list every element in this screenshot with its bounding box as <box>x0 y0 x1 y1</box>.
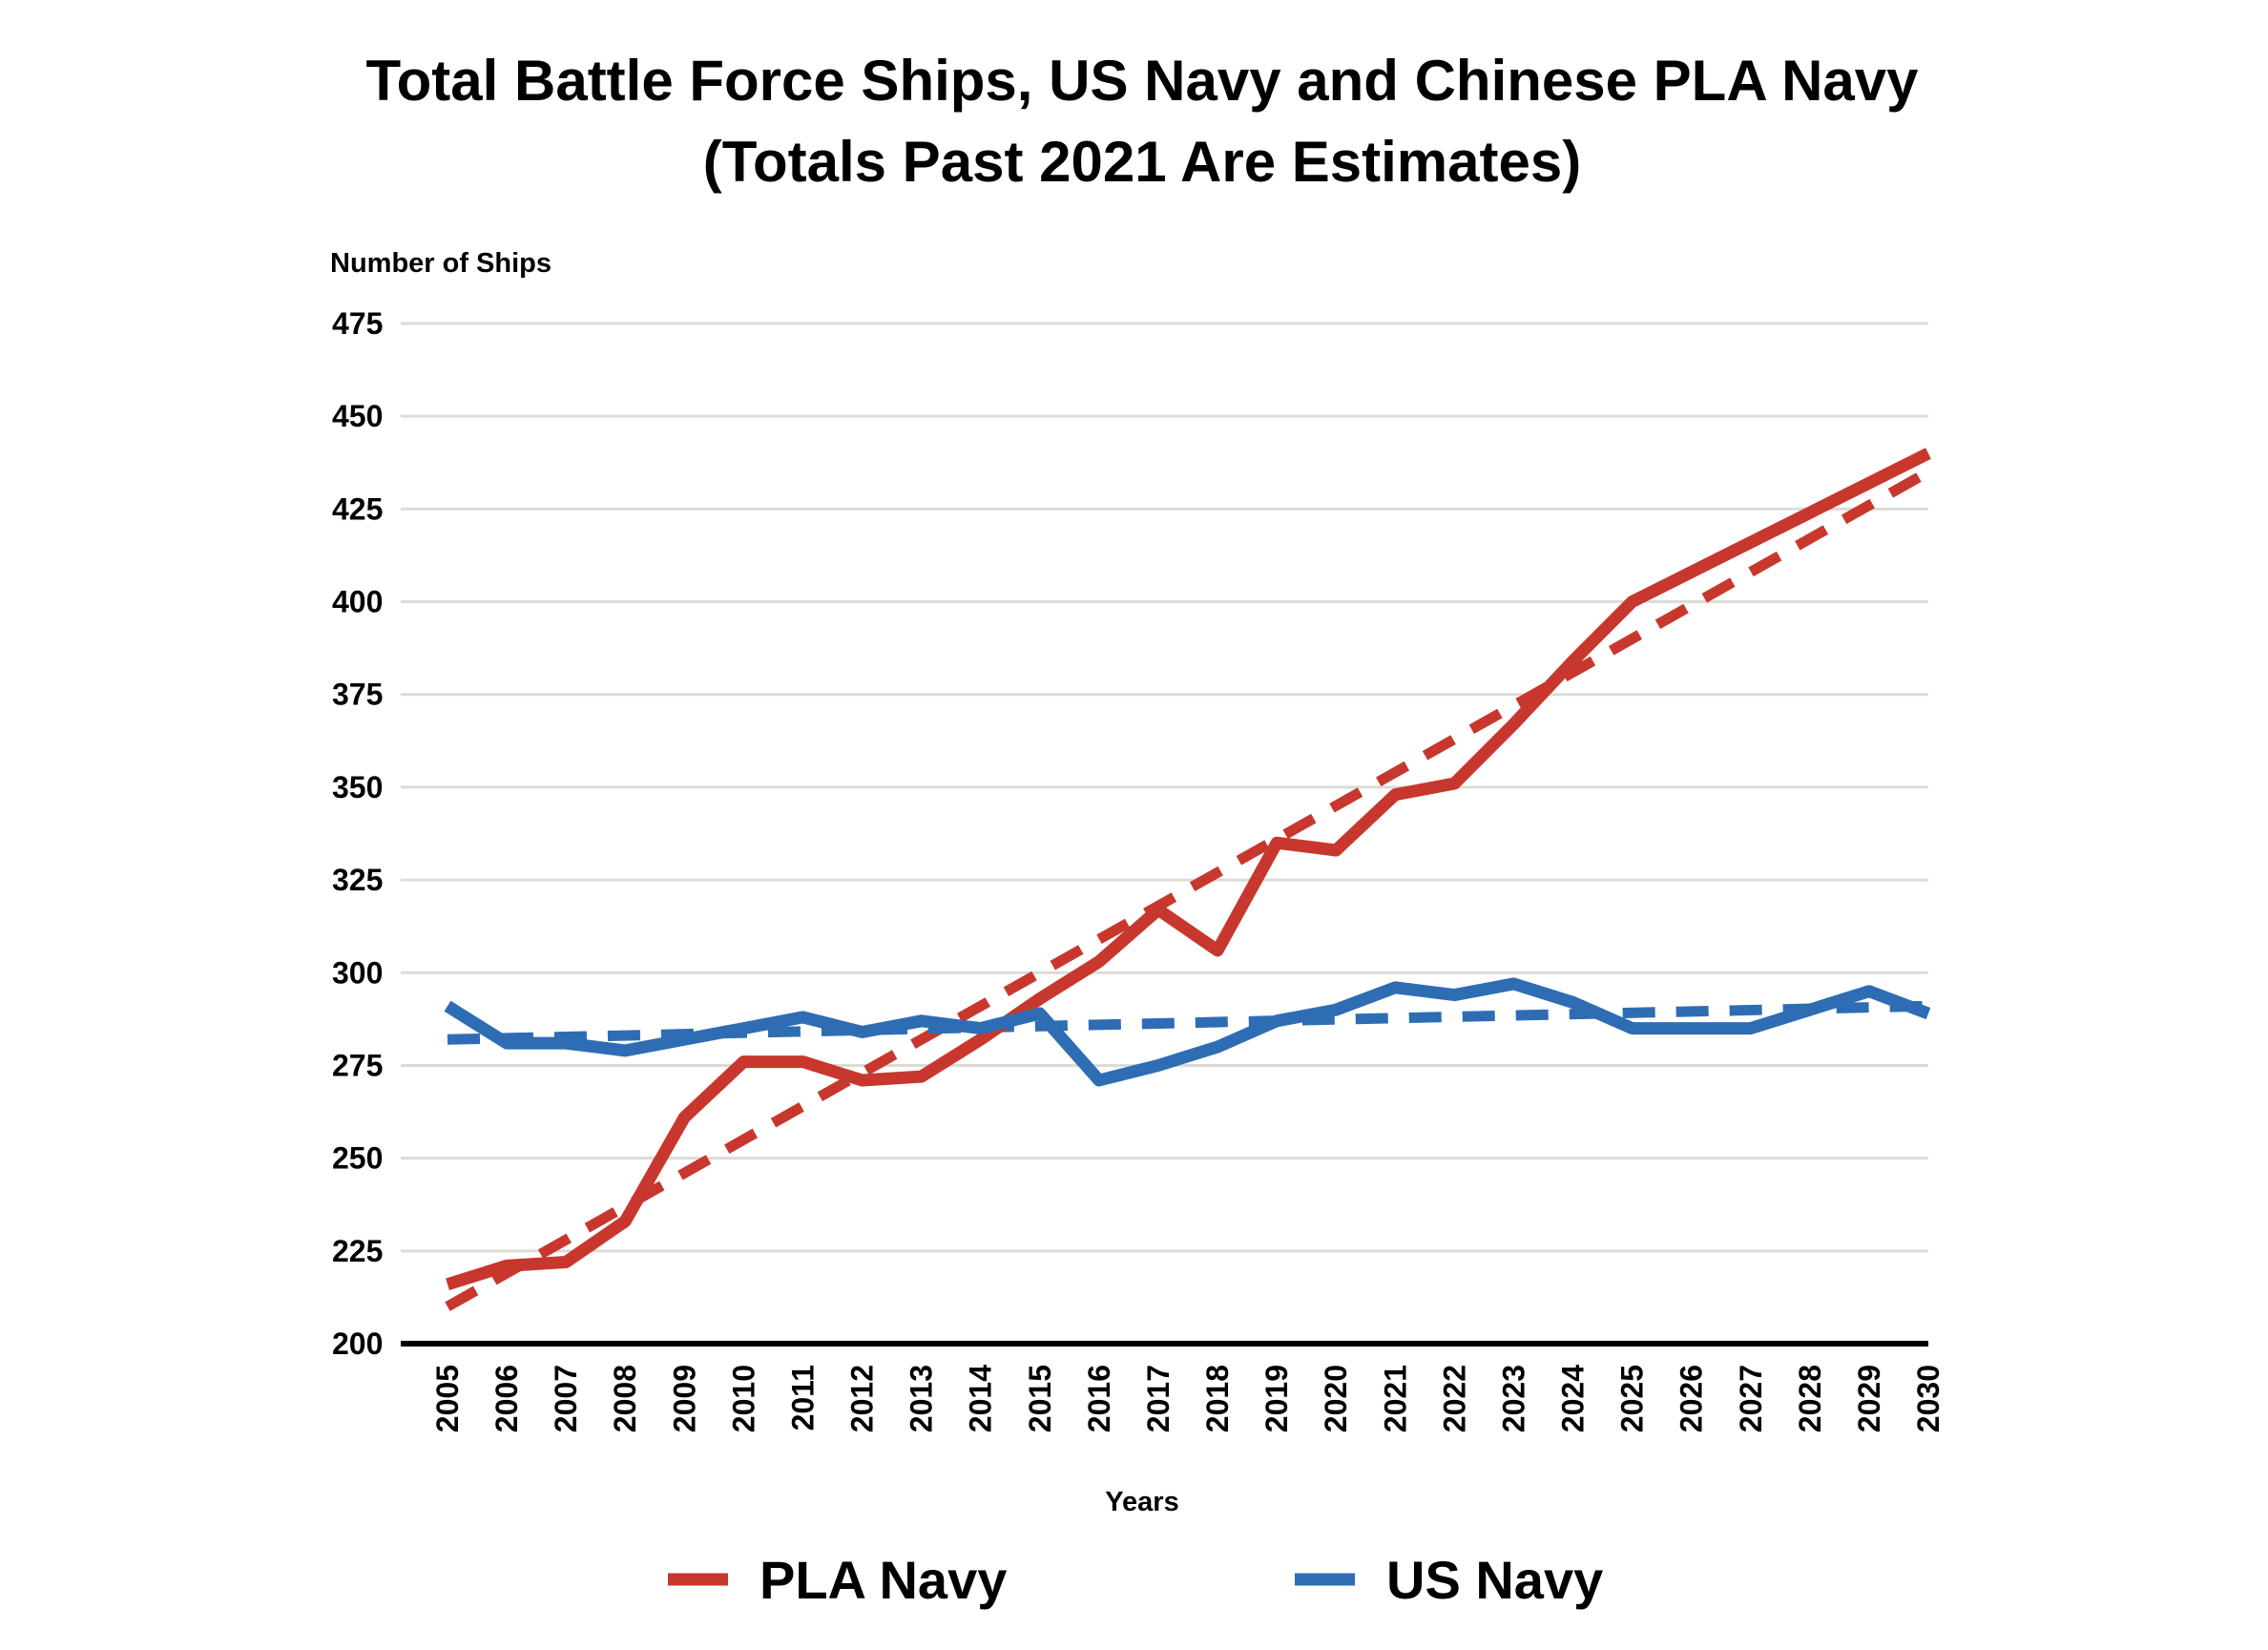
y-tick-label: 200 <box>332 1326 383 1361</box>
x-tick-label: 2012 <box>845 1365 880 1432</box>
x-axis-title: Years <box>1105 1487 1178 1517</box>
x-tick-label: 2023 <box>1496 1365 1530 1432</box>
x-tick-label: 2029 <box>1852 1365 1886 1432</box>
y-tick-label: 450 <box>332 399 383 433</box>
y-tick-label: 300 <box>332 955 383 990</box>
y-tick-label: 350 <box>332 770 383 804</box>
chart-title: Total Battle Force Ships, US Navy and Ch… <box>365 49 1919 113</box>
x-tick-label: 2027 <box>1734 1365 1768 1432</box>
y-tick-label: 225 <box>332 1234 383 1268</box>
x-tick-label: 2005 <box>430 1365 465 1432</box>
x-tick-label: 2026 <box>1675 1365 1709 1432</box>
x-tick-label: 2007 <box>549 1365 583 1432</box>
x-tick-label: 2025 <box>1615 1365 1650 1432</box>
x-tick-label: 2021 <box>1378 1365 1412 1432</box>
x-tick-label: 2013 <box>905 1365 939 1432</box>
x-tick-label: 2006 <box>489 1365 524 1432</box>
x-tick-label: 2019 <box>1259 1365 1294 1432</box>
trend-line <box>447 1000 1929 1045</box>
y-tick-label: 275 <box>332 1048 383 1082</box>
x-tick-label: 2022 <box>1437 1365 1471 1432</box>
x-tick-label: 2010 <box>726 1365 760 1432</box>
y-tick-label: 400 <box>332 585 383 619</box>
x-tick-label: 2011 <box>785 1365 820 1431</box>
x-tick-label: 2014 <box>964 1365 998 1432</box>
y-tick-label: 250 <box>332 1141 383 1176</box>
x-tick-label: 2018 <box>1200 1365 1235 1432</box>
y-tick-label: 375 <box>332 678 383 712</box>
y-tick-label: 425 <box>332 491 383 526</box>
legend-label: US Navy <box>1386 1550 1603 1610</box>
x-tick-label: 2016 <box>1082 1365 1116 1432</box>
y-tick-label: 325 <box>332 863 383 897</box>
data-line <box>444 977 1931 1087</box>
chart-subtitle: (Totals Past 2021 Are Estimates) <box>703 130 1581 194</box>
x-tick-label: 2015 <box>1023 1365 1057 1432</box>
legend-label: PLA Navy <box>759 1550 1007 1610</box>
x-tick-label: 2008 <box>608 1365 642 1432</box>
x-tick-label: 2017 <box>1141 1365 1176 1432</box>
x-tick-label: 2009 <box>667 1365 701 1432</box>
x-tick-label: 2028 <box>1793 1365 1827 1432</box>
y-axis-title: Number of Ships <box>330 248 551 279</box>
x-tick-label: 2020 <box>1319 1365 1353 1432</box>
y-tick-label: 475 <box>332 306 383 341</box>
x-tick-label: 2030 <box>1911 1365 1945 1432</box>
data-line <box>446 448 1931 1291</box>
trend-line <box>445 467 1931 1311</box>
x-tick-label: 2024 <box>1556 1365 1591 1432</box>
